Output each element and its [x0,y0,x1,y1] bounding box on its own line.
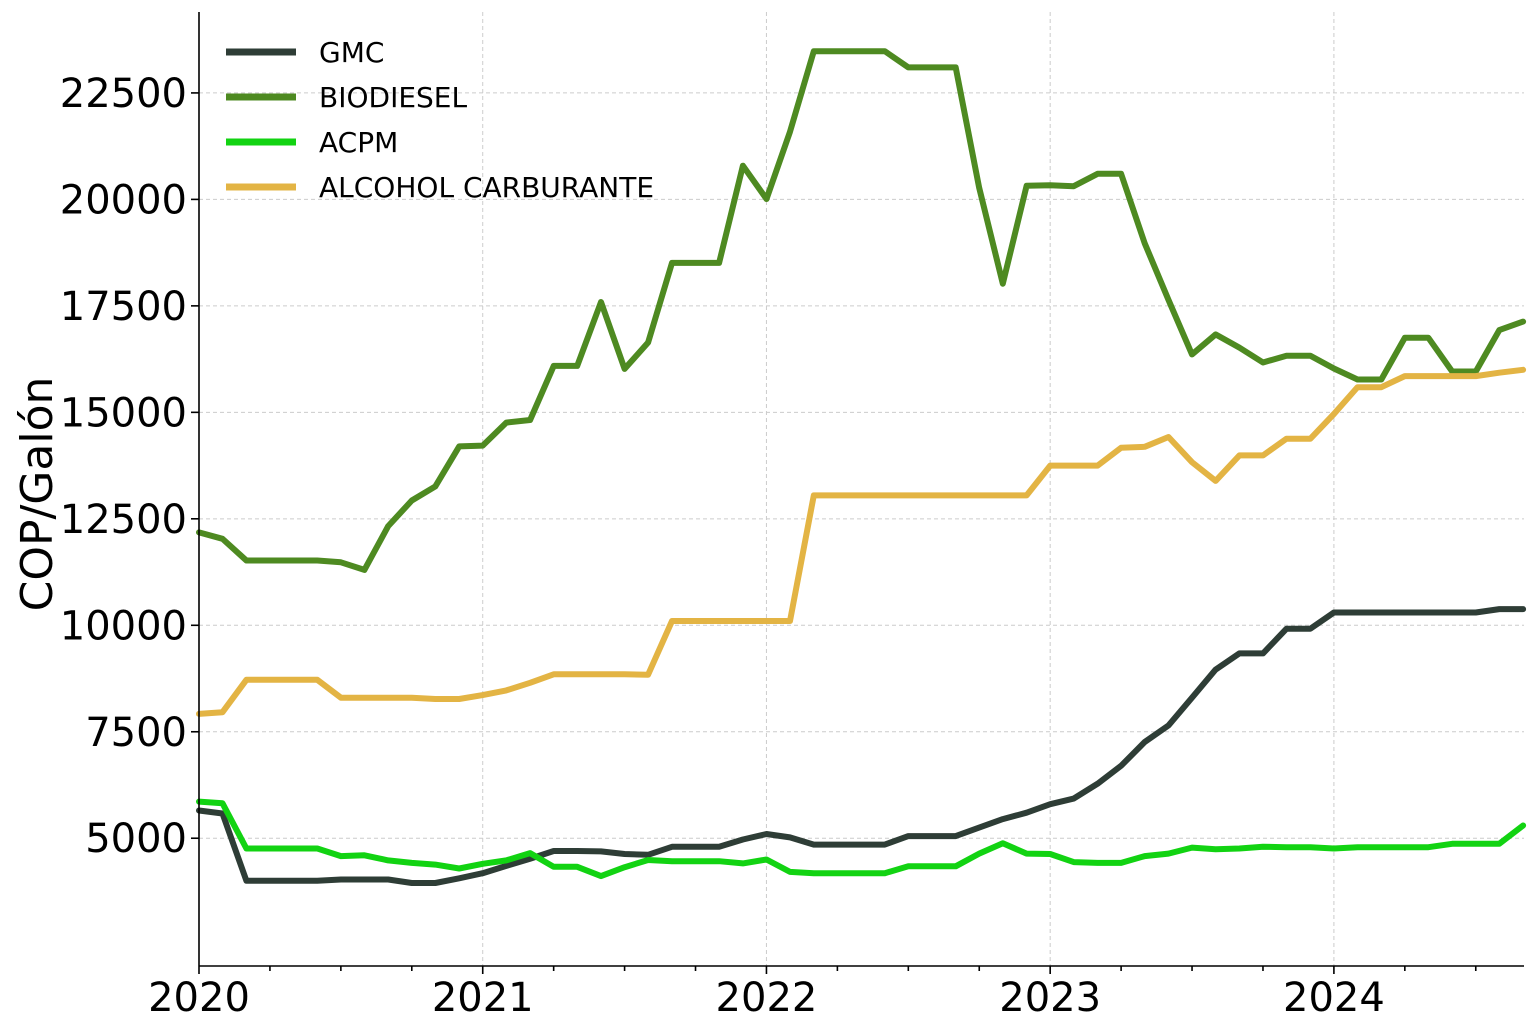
series-line-acpm [196,798,1527,880]
legend-label: ACPM [319,126,398,159]
y-tick-label: 20000 [60,177,187,223]
ticks: 5000 7500 10000 12500 15000 17500 20000 22500 20… [60,71,1477,1021]
x-tick-label: 2024 [1283,975,1385,1021]
axes [198,12,1524,967]
y-tick-label: 17500 [60,284,187,330]
legend-label: GMC [319,36,384,69]
x-tick-label: 2021 [432,975,534,1021]
series-group [196,48,1527,886]
x-tick-label: 2020 [148,975,250,1021]
x-tick-label: 2023 [999,975,1101,1021]
grid-lines [198,12,1524,966]
series-line-alcohol-carburante [196,366,1527,717]
y-axis-label: COP/Galón [12,377,63,612]
legend: GMC BIODIESEL ACPM ALCOHOL CARBURANTE [226,36,654,204]
x-tick-label: 2022 [716,975,818,1021]
y-tick-label: 7500 [85,710,187,756]
y-tick-label: 22500 [60,71,187,117]
y-tick-label: 15000 [60,390,187,436]
series-line-gmc [196,606,1527,886]
y-tick-label: 5000 [85,816,187,862]
series-line-biodiesel [196,48,1527,573]
y-tick-label: 12500 [60,497,187,543]
y-tick-label: 10000 [60,603,187,649]
legend-label: BIODIESEL [319,81,467,114]
legend-label: ALCOHOL CARBURANTE [319,171,654,204]
